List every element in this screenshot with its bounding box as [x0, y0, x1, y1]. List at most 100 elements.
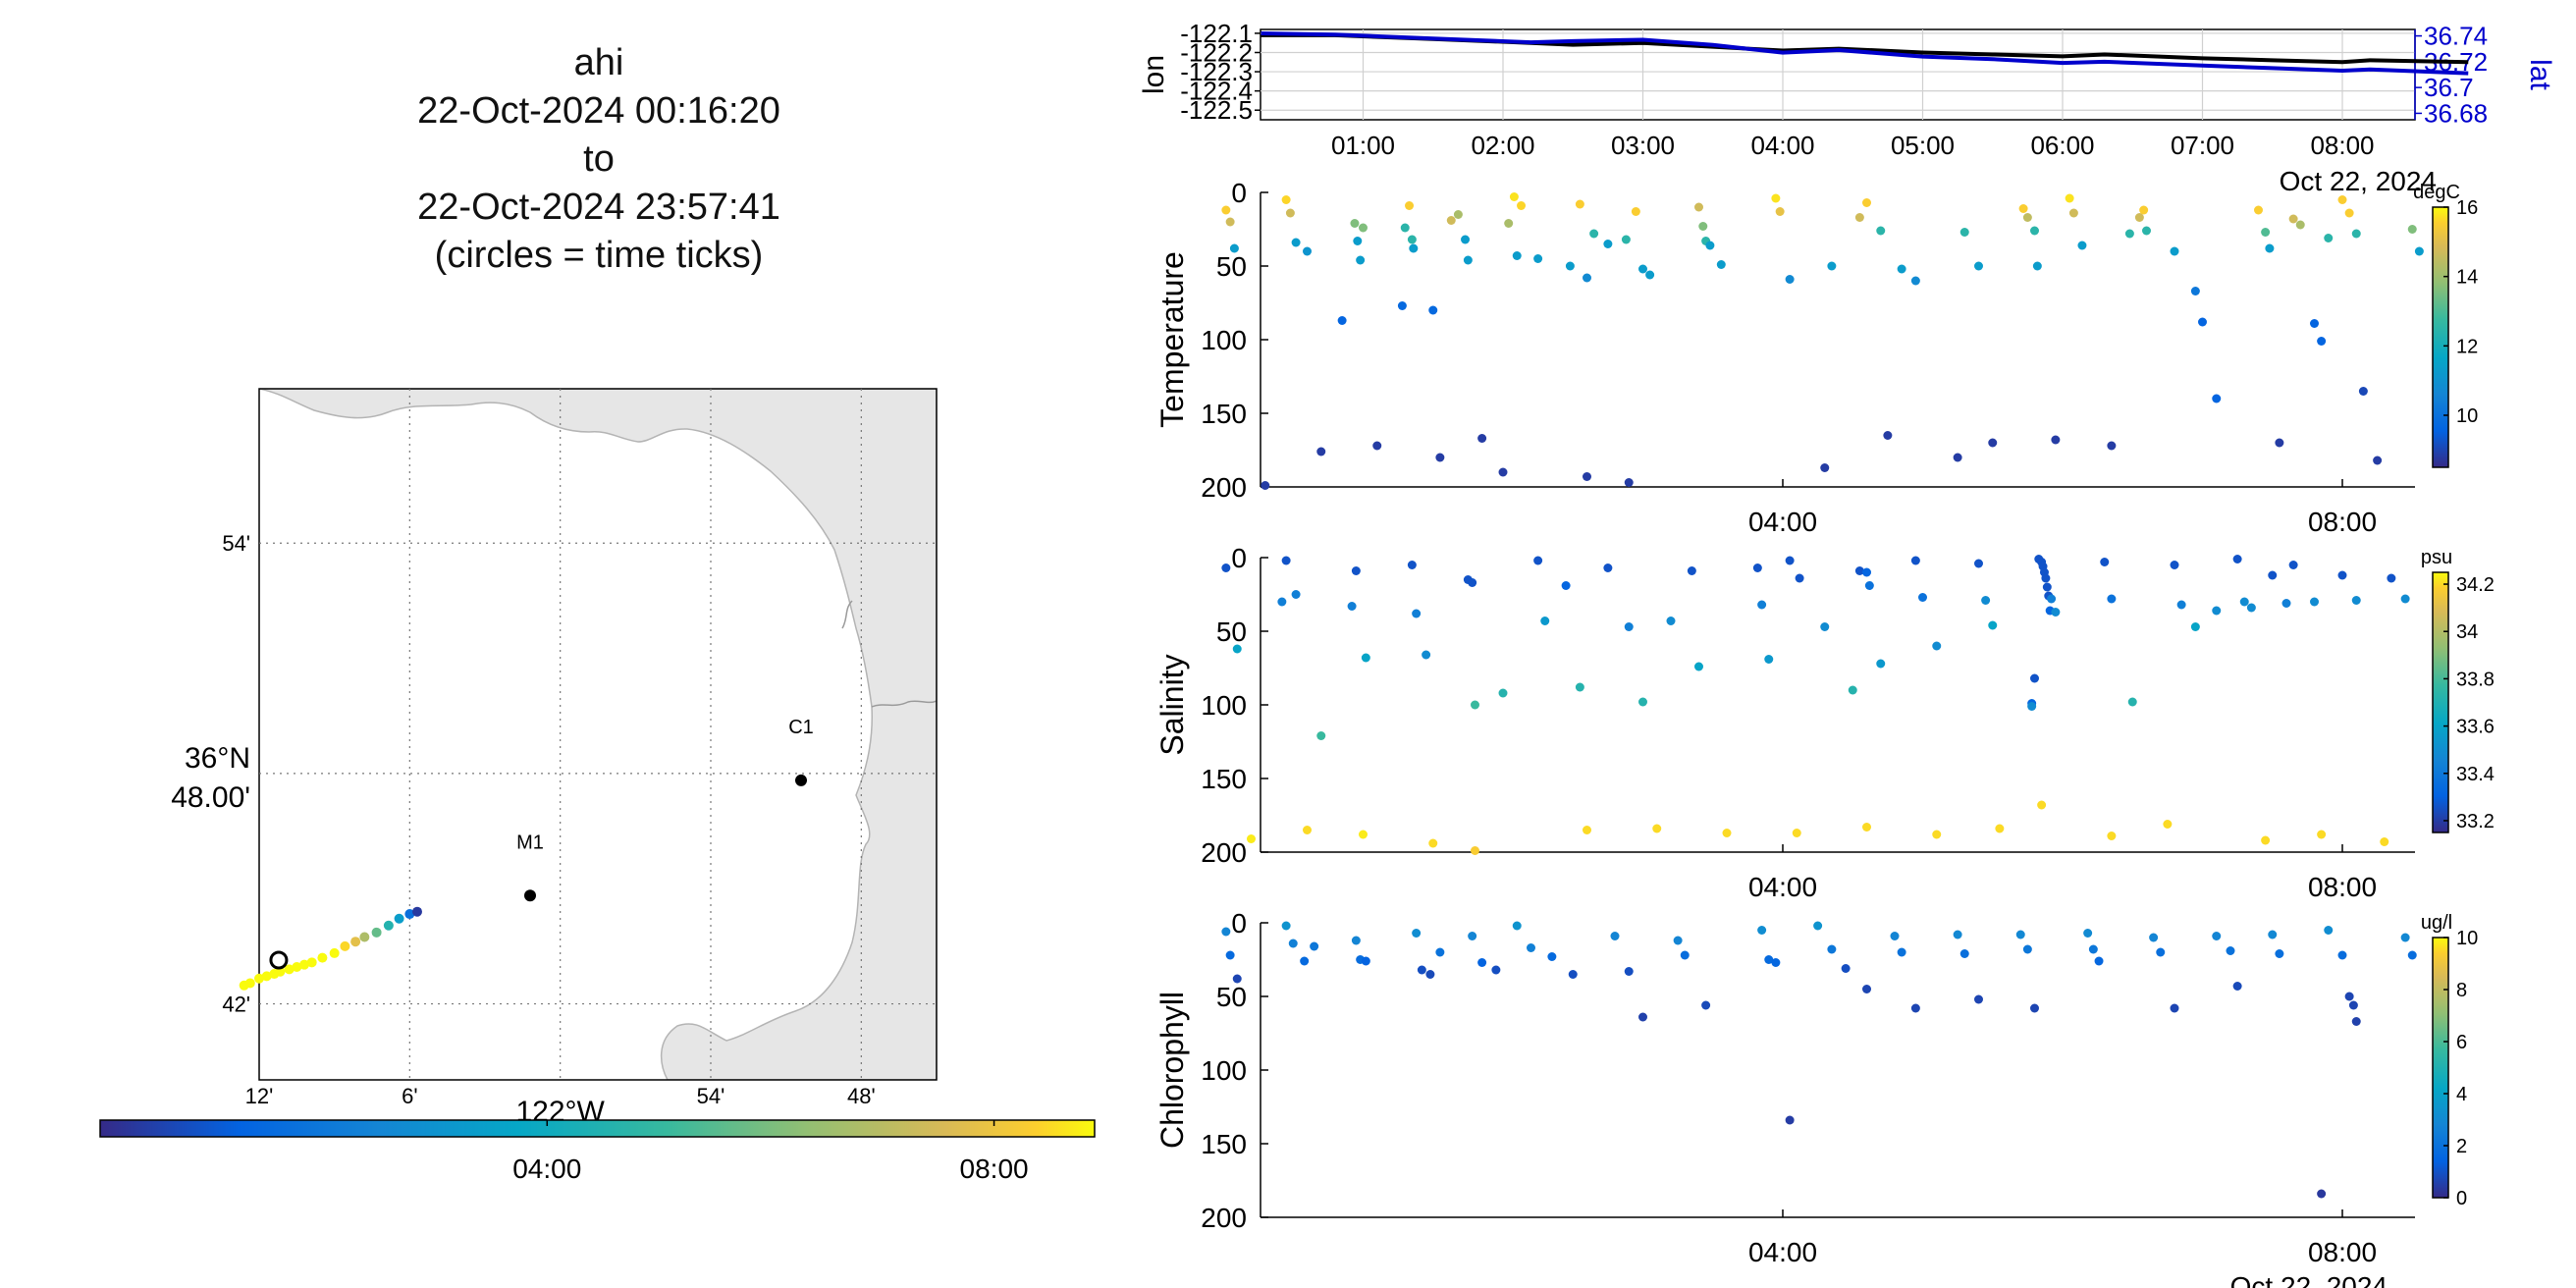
data-point [2030, 1003, 2039, 1013]
data-point [2170, 561, 2179, 569]
data-point [1974, 559, 1983, 568]
y-tick-label: -122.4 [1180, 77, 1253, 106]
data-point [2094, 956, 2104, 966]
data-point [2030, 673, 2039, 683]
data-point [1491, 965, 1501, 975]
track-point [244, 978, 255, 989]
colorbar-tick-label: 33.8 [2456, 669, 2495, 690]
y-tick-label: 200 [1201, 472, 1247, 503]
data-point [1638, 697, 1647, 707]
data-point [2051, 435, 2061, 445]
data-point [2149, 933, 2159, 942]
data-point [1291, 590, 1301, 599]
data-point [2100, 558, 2110, 566]
y-axis-label: lon [1138, 55, 1170, 94]
colorbar-tick-label: 16 [2456, 197, 2478, 219]
lat-tick-label: 36°N [185, 742, 250, 775]
y-axis-label: Chlorophyll [1154, 992, 1190, 1149]
data-point [1932, 830, 1942, 839]
y-axis-label: Salinity [1154, 654, 1190, 755]
y-tick-label: 150 [1201, 399, 1247, 429]
data-point [1547, 952, 1557, 961]
data-point [1757, 926, 1767, 935]
data-point [2018, 204, 2028, 213]
data-point [1498, 467, 1508, 477]
data-point [1425, 970, 1435, 979]
data-point [1764, 655, 1774, 664]
vehicle-name: ahi [573, 42, 624, 83]
data-point [1361, 653, 1370, 663]
data-point [2351, 1017, 2361, 1026]
data-point [2400, 594, 2410, 604]
data-point [1400, 223, 1410, 233]
data-point [1854, 213, 1864, 222]
data-point [1285, 208, 1295, 218]
lon-tick-label: 48' [847, 1084, 876, 1108]
data-point [1471, 846, 1479, 855]
x-tick-label: 08:00 [2310, 131, 2374, 160]
data-point [2337, 950, 2347, 960]
track-point [317, 952, 328, 963]
data-point [1407, 235, 1417, 244]
data-point [2041, 573, 2051, 583]
data-point [1247, 834, 1256, 843]
date-label: Oct 22, 2024 [2230, 1271, 2388, 1288]
data-point [2288, 561, 2298, 569]
colorbar-tick-label: 6 [2456, 1032, 2467, 1053]
data-point [1435, 453, 1445, 462]
data-point [2317, 1189, 2327, 1199]
data-point [1356, 255, 1366, 265]
data-point [1645, 270, 1655, 280]
data-point [1453, 210, 1463, 219]
coastline-land [259, 389, 937, 1080]
data-point [2047, 594, 2057, 604]
data-point [2032, 261, 2042, 271]
data-point [1225, 950, 1235, 960]
colorbar-unit-label: degC [2413, 182, 2460, 203]
data-point [1261, 481, 1270, 490]
data-point [2015, 930, 2025, 939]
data-point [1785, 556, 1795, 565]
colorbar-tick-label: 10 [2456, 928, 2478, 949]
data-point [2232, 555, 2242, 564]
data-point [1407, 561, 1417, 569]
data-point [1509, 192, 1519, 201]
data-point [1405, 201, 1415, 210]
data-point [2268, 570, 2278, 580]
data-point [2198, 317, 2207, 327]
data-point [1468, 578, 1477, 587]
data-point [1422, 650, 1431, 660]
data-point [2170, 246, 2179, 256]
data-point [1932, 641, 1942, 651]
map-frame [258, 388, 938, 1081]
data-point [2400, 933, 2410, 942]
data-point [1291, 238, 1301, 247]
data-point [2254, 205, 2263, 215]
data-point [1827, 261, 1837, 271]
data-point [1417, 965, 1426, 975]
data-point [1631, 207, 1640, 216]
colorbar [2432, 206, 2449, 468]
time-colorbar-gradient [99, 1119, 1096, 1138]
lat-series-line [1261, 30, 2469, 76]
data-point [2261, 228, 2271, 237]
y-tick-label: -122.5 [1180, 95, 1253, 125]
data-point [2268, 930, 2278, 939]
data-point [1498, 688, 1508, 698]
data-point [1409, 243, 1419, 253]
data-point [2275, 949, 2284, 958]
data-point [2324, 926, 2334, 935]
data-point [2212, 394, 2222, 403]
temperature-panel: 0 50 100 150 200 04:00 08:00 Temperature 10 12 14 1… [1154, 178, 2478, 537]
vehicle-track [239, 906, 422, 991]
data-point [2344, 992, 2354, 1001]
data-point [1953, 930, 1962, 939]
data-point [1232, 644, 1242, 654]
data-point [1981, 596, 1991, 605]
x-tick-label: 08:00 [2308, 507, 2377, 537]
data-point [1988, 438, 1998, 448]
data-point [1694, 662, 1703, 671]
data-point [1517, 201, 1527, 210]
colorbar-tick-label: 2 [2456, 1136, 2467, 1157]
y-axis-label: Temperature [1154, 251, 1190, 428]
